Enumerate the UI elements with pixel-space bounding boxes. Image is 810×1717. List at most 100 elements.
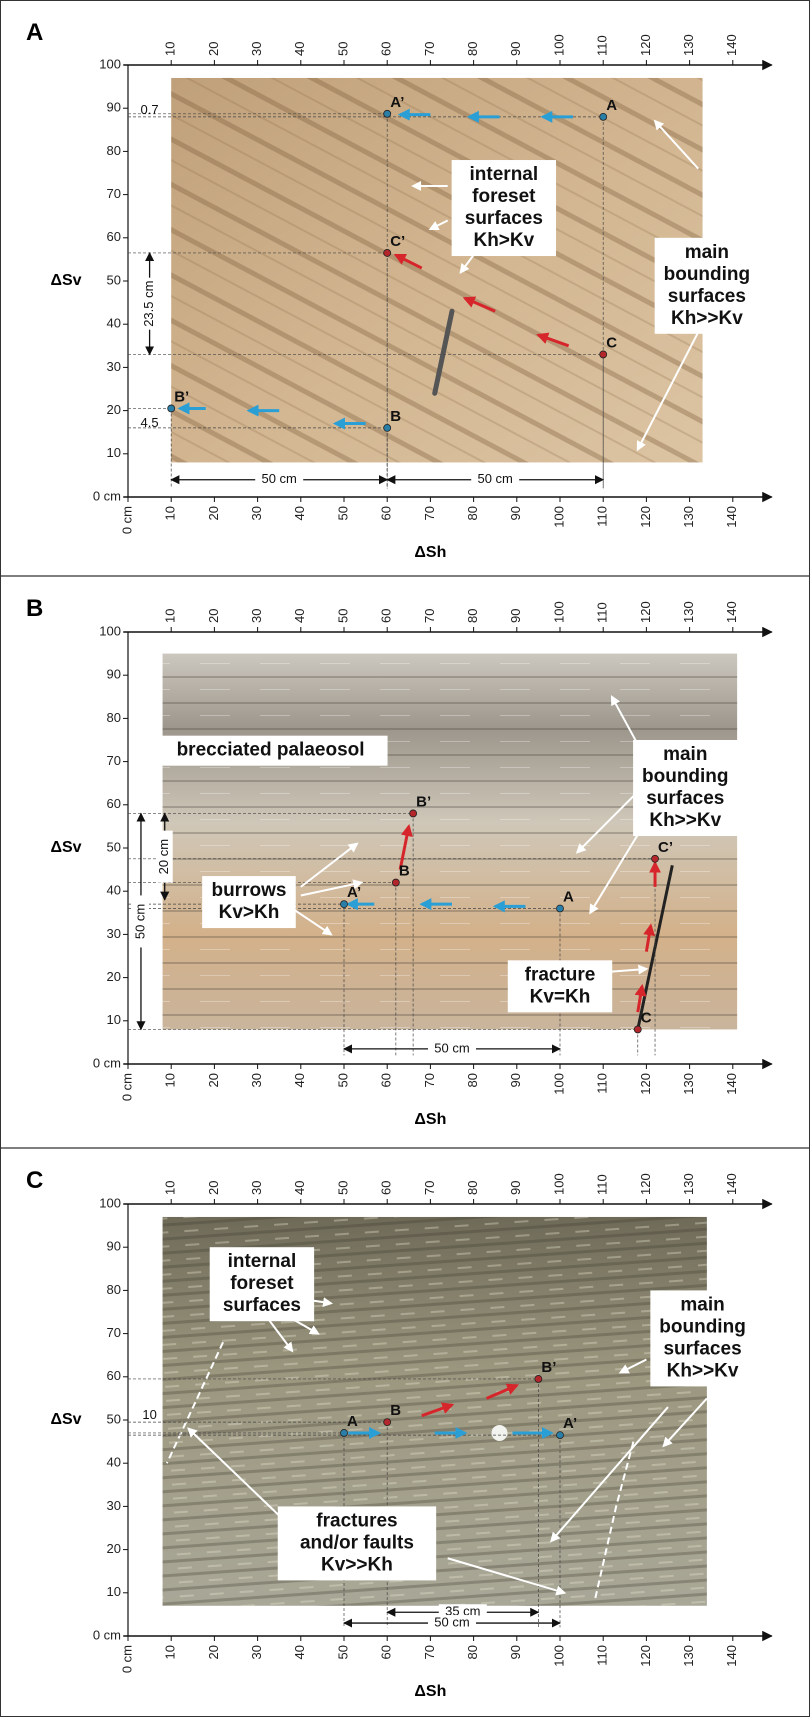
annotation-text: bounding — [642, 766, 729, 787]
annotation-text: Kh>>Kv — [671, 308, 743, 329]
fracture-trace — [593, 1441, 635, 1602]
point-label: A’ — [347, 884, 361, 901]
y-tick-label: 80 — [107, 710, 121, 725]
y-tick-label: 10 — [107, 1012, 121, 1027]
x-tick-label: 110 — [595, 1645, 610, 1666]
x-tick-label: 140 — [724, 506, 739, 528]
y-tick-label: 70 — [107, 1325, 121, 1340]
x-tick-label-top: 100 — [551, 1173, 566, 1195]
panel-label: A — [26, 19, 43, 46]
annotation-text: Kh>>Kv — [667, 1360, 739, 1381]
y-tick-label: 100 — [99, 56, 121, 71]
point — [383, 109, 392, 118]
dimension-label-bg — [255, 471, 304, 488]
x-tick-label: 10 — [163, 1073, 178, 1087]
x-tick-label: 50 — [335, 506, 350, 520]
y-tick-label: 40 — [107, 1455, 121, 1470]
flow-arrow — [393, 253, 423, 270]
annotation-text: brecciated palaeosol — [177, 740, 365, 761]
y-tick-label: 30 — [107, 1498, 121, 1513]
point — [599, 112, 608, 121]
point-label: B’ — [541, 1359, 556, 1376]
flow-arrow — [634, 983, 647, 1013]
x-tick-label-top: 20 — [206, 1181, 221, 1195]
annotation-box — [451, 160, 557, 257]
x-tick-label: 130 — [681, 1645, 696, 1667]
x-tick-label-top: 80 — [465, 609, 480, 623]
panel: B 0 cm 10 10 20 20 30 30 40 40 50 50 60 60 70 70 80 80 90 9… — [0, 575, 810, 1128]
x-tick-label-top: 10 — [163, 1181, 178, 1195]
x-tick-label-top: 40 — [292, 42, 307, 56]
x-tick-label-top: 10 — [163, 609, 178, 623]
annotation-text: burrows — [211, 880, 286, 901]
y-tick-label: 0 cm — [93, 1055, 121, 1070]
x-tick-label: 90 — [508, 506, 523, 520]
annotation-text: bounding — [664, 264, 751, 285]
y-tick-label: 50 — [107, 1411, 121, 1426]
x-tick-label-top: 20 — [206, 609, 221, 623]
y-tick-label: 50 — [107, 272, 121, 287]
x-tick-label-top: 20 — [206, 42, 221, 56]
x-tick-label-top: 130 — [681, 1173, 696, 1195]
panel: A 0 cm 10 10 20 20 30 30 40 40 50 50 60 60 70 70 80 80 90 9… — [26, 19, 773, 561]
x-tick-label-top: 120 — [638, 34, 653, 56]
annotation-text: foreset — [472, 186, 536, 207]
x-tick-label: 20 — [206, 1073, 221, 1087]
x-tick-label-top: 70 — [422, 609, 437, 623]
x-tick-label: 30 — [249, 1645, 264, 1659]
y-tick-label: 80 — [107, 1282, 121, 1297]
point-label: C — [641, 1009, 652, 1026]
point — [599, 350, 608, 359]
annotation-text: fractures — [316, 1510, 397, 1531]
pointer-arrow — [610, 695, 639, 745]
x-tick-label: 20 — [206, 506, 221, 520]
y-tick-label: 70 — [107, 753, 121, 768]
x-tick-label-top: 140 — [724, 601, 739, 623]
photo-texture — [171, 77, 703, 463]
annotation-box — [654, 237, 760, 334]
x-tick-label: 60 — [379, 1645, 394, 1659]
y-tick-label: 90 — [107, 100, 121, 115]
flow-arrow — [536, 332, 570, 348]
y-tick-label: 20 — [107, 402, 121, 417]
x-tick-label: 30 — [249, 1073, 264, 1087]
x-tick-label: 60 — [379, 1073, 394, 1087]
x-axis-label: ΔSh — [414, 1111, 446, 1128]
y-axis-label: ΔSv — [50, 839, 81, 856]
annotation-text: internal — [470, 164, 539, 185]
x-tick-label-top: 70 — [422, 1181, 437, 1195]
annotation-text: surfaces — [663, 1338, 741, 1359]
point-label: B — [390, 1402, 401, 1419]
flow-arrow — [398, 824, 413, 870]
pointer-arrow — [662, 1397, 708, 1448]
point — [167, 404, 176, 413]
annotation-text: bounding — [659, 1316, 746, 1337]
x-tick-label-top: 60 — [379, 42, 394, 56]
panel: C 0 cm 10 10 20 20 30 30 40 40 50 50 60 60 70 70 80 80 90 9… — [0, 1147, 810, 1700]
y-tick-label: 20 — [107, 969, 121, 984]
point-label: C — [606, 334, 617, 351]
annotation-text: surfaces — [668, 286, 746, 307]
x-tick-label-top: 30 — [249, 1181, 264, 1195]
x-tick-label-top: 40 — [292, 609, 307, 623]
point — [556, 904, 564, 913]
y-tick-label: 70 — [107, 186, 121, 201]
x-tick-label: 80 — [465, 506, 480, 520]
x-tick-label-top: 30 — [249, 609, 264, 623]
x-tick-label-top: 80 — [465, 42, 480, 56]
x-tick-label-top: 50 — [335, 1181, 350, 1195]
x-tick-label: 80 — [465, 1073, 480, 1087]
pointer-arrow — [300, 879, 364, 897]
point — [340, 900, 348, 909]
flow-arrow — [421, 1402, 455, 1418]
x-tick-label: 120 — [638, 506, 653, 528]
point-label: C’ — [390, 233, 405, 250]
dimension-label-bg — [132, 895, 149, 948]
annotation-text: surfaces — [465, 208, 543, 229]
x-tick-label-top: 70 — [422, 42, 437, 56]
x-tick-label: 80 — [465, 1645, 480, 1659]
x-tick-label: 20 — [206, 1645, 221, 1659]
y-tick-label: 0 cm — [93, 1627, 121, 1642]
x-axis-label: ΔSh — [414, 1683, 446, 1700]
annotation-text: Kh>>Kv — [649, 810, 721, 831]
